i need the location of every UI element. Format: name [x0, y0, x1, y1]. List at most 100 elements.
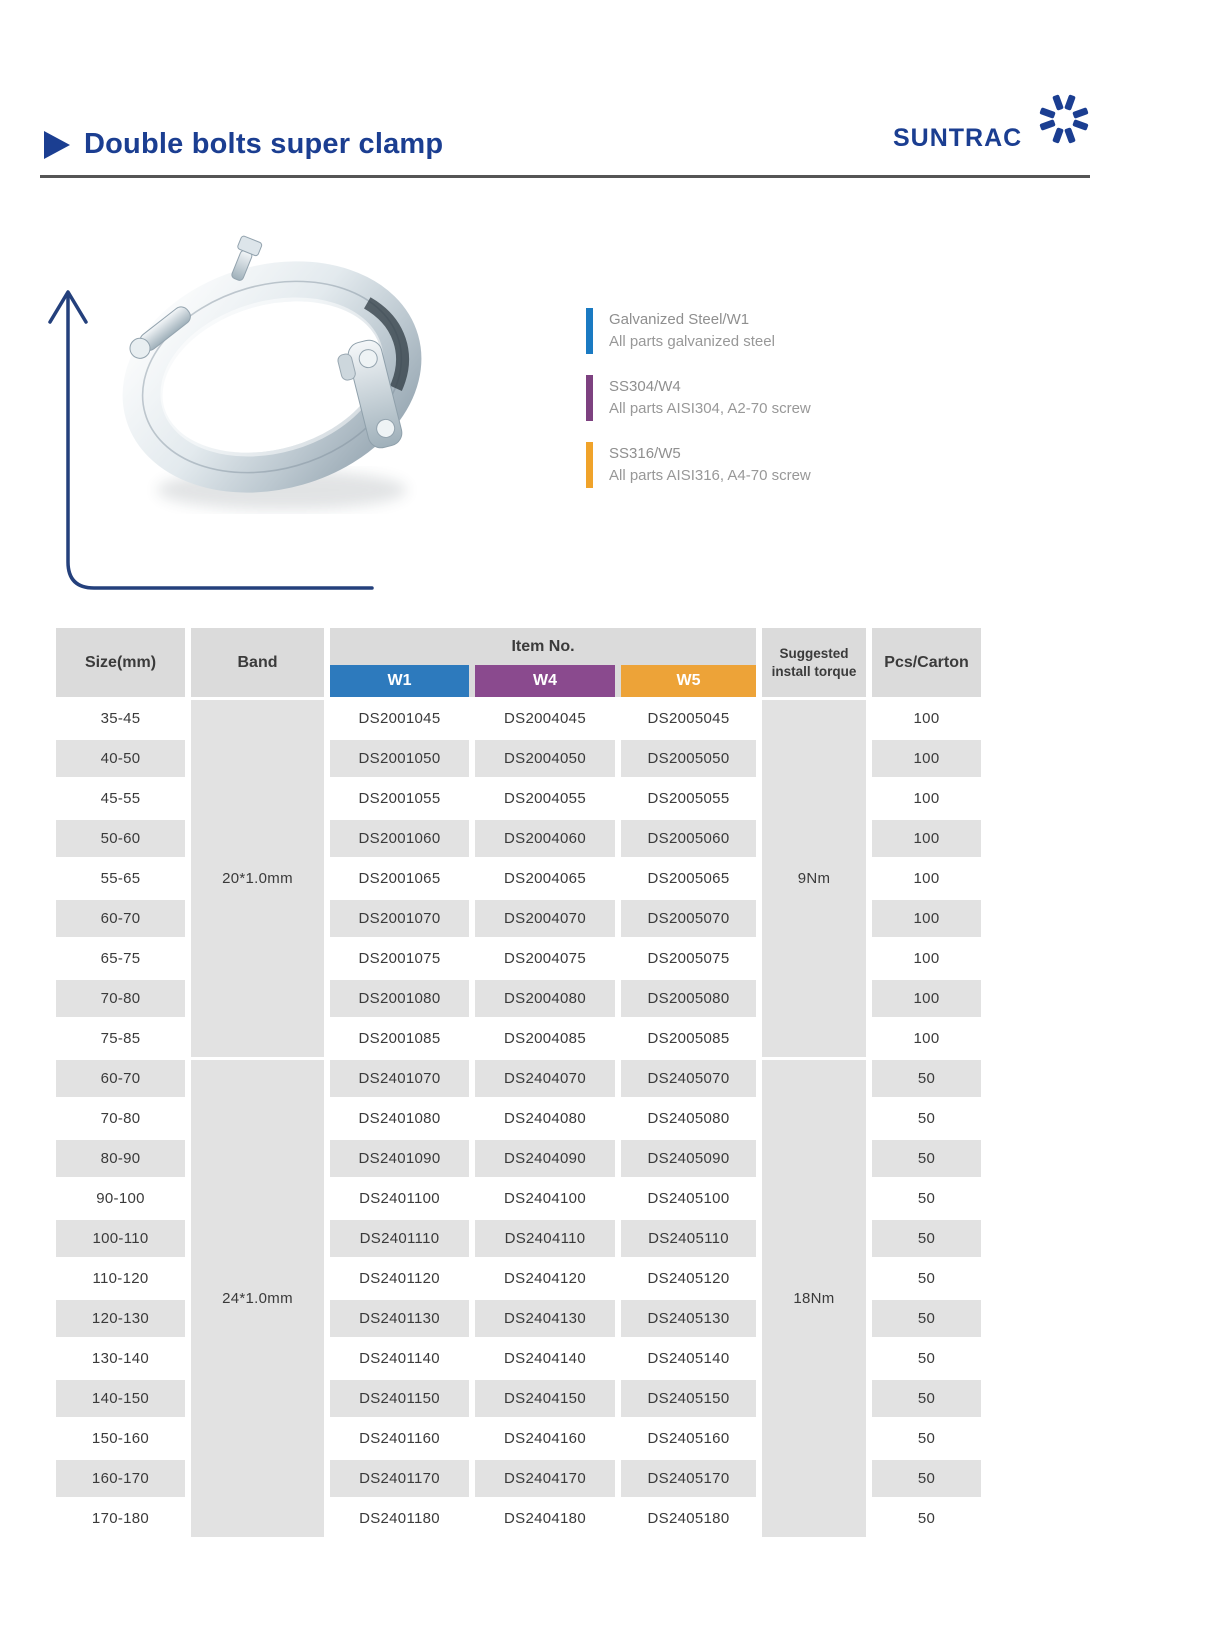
legend-desc: All parts galvanized steel: [609, 333, 775, 350]
size-cell: 60-70: [56, 1060, 185, 1097]
item-no-w1-cell: DS2401140: [330, 1340, 469, 1377]
item-no-w4-cell: DS2404100: [475, 1180, 615, 1217]
pcs-carton-cell: 50: [872, 1460, 981, 1497]
pcs-carton-cell: 100: [872, 940, 981, 977]
size-cell: 140-150: [56, 1380, 185, 1417]
pcs-carton-cell: 50: [872, 1380, 981, 1417]
item-no-w1-cell: DS2001055: [330, 780, 469, 817]
pcs-carton-cell: 100: [872, 820, 981, 857]
item-no-w1-cell: DS2001070: [330, 900, 469, 937]
pcs-carton-cell: 100: [872, 1020, 981, 1057]
item-no-w4-cell: DS2004080: [475, 980, 615, 1017]
item-no-w1-cell: DS2401130: [330, 1300, 469, 1337]
item-no-w1-cell: DS2401110: [330, 1220, 469, 1257]
item-no-w5-cell: DS2405120: [621, 1260, 756, 1297]
size-cell: 90-100: [56, 1180, 185, 1217]
size-cell: 55-65: [56, 860, 185, 897]
brand-logo: SUNTRAC: [893, 92, 1093, 162]
item-no-w4-cell: DS2004075: [475, 940, 615, 977]
item-no-w5-cell: DS2005075: [621, 940, 756, 977]
col-header-w5: W5: [621, 665, 756, 697]
item-no-w5-cell: DS2005085: [621, 1020, 756, 1057]
pcs-carton-cell: 50: [872, 1060, 981, 1097]
triangle-bullet-icon: [44, 130, 70, 159]
item-no-w5-cell: DS2405090: [621, 1140, 756, 1177]
item-no-w1-cell: DS2401120: [330, 1260, 469, 1297]
legend-code: SS304/W4: [609, 378, 681, 395]
col-header-item-no-group: Item No. W1 W4 W5: [330, 628, 756, 697]
col-header-torque: Suggested install torque: [762, 628, 866, 697]
item-no-w5-cell: DS2405140: [621, 1340, 756, 1377]
item-no-w4-cell: DS2004055: [475, 780, 615, 817]
legend-item-w4: SS304/W4 All parts AISI304, A2-70 screw: [586, 375, 811, 421]
item-no-w5-cell: DS2005055: [621, 780, 756, 817]
item-no-w5-cell: DS2005080: [621, 980, 756, 1017]
item-no-w1-cell: DS2001080: [330, 980, 469, 1017]
size-cell: 75-85: [56, 1020, 185, 1057]
w-header-strip: W1 W4 W5: [330, 665, 756, 697]
size-cell: 65-75: [56, 940, 185, 977]
item-no-w4-cell: DS2404170: [475, 1460, 615, 1497]
brand-logo-text: SUNTRAC: [893, 124, 1023, 152]
size-cell: 50-60: [56, 820, 185, 857]
col-header-item-no: Item No.: [511, 637, 575, 655]
item-no-w5-cell: DS2405180: [621, 1500, 756, 1537]
pcs-carton-cell: 50: [872, 1300, 981, 1337]
starburst-logo-icon: [1039, 94, 1089, 144]
col-header-pcs: Pcs/Carton: [872, 628, 981, 697]
size-cell: 45-55: [56, 780, 185, 817]
size-arrow-icon: [48, 290, 374, 590]
pcs-carton-cell: 100: [872, 700, 981, 737]
pcs-carton-cell: 100: [872, 780, 981, 817]
pcs-carton-cell: 50: [872, 1340, 981, 1377]
item-no-w1-cell: DS2401090: [330, 1140, 469, 1177]
item-no-w5-cell: DS2005045: [621, 700, 756, 737]
table-body: 35-45 DS2001045 DS2004045 DS2005045 100 40-50…: [56, 700, 981, 1537]
col-header-band: Band: [191, 628, 324, 697]
size-cell: 35-45: [56, 700, 185, 737]
pcs-carton-cell: 100: [872, 900, 981, 937]
item-no-w4-cell: DS2404080: [475, 1100, 615, 1137]
item-no-w1-cell: DS2401150: [330, 1380, 469, 1417]
size-cell: 60-70: [56, 900, 185, 937]
col-header-size: Size(mm): [56, 628, 185, 697]
item-no-w4-cell: DS2404180: [475, 1500, 615, 1537]
legend-color-bar-w5: [586, 442, 593, 488]
item-no-w1-cell: DS2001060: [330, 820, 469, 857]
item-no-w5-cell: DS2005060: [621, 820, 756, 857]
item-no-w5-cell: DS2405070: [621, 1060, 756, 1097]
item-no-w5-cell: DS2005050: [621, 740, 756, 777]
item-no-w5-cell: DS2405130: [621, 1300, 756, 1337]
legend-desc: All parts AISI316, A4-70 screw: [609, 467, 811, 484]
item-no-w5-cell: DS2405150: [621, 1380, 756, 1417]
size-cell: 150-160: [56, 1420, 185, 1457]
legend-color-bar-w4: [586, 375, 593, 421]
size-cell: 80-90: [56, 1140, 185, 1177]
item-no-w4-cell: DS2404070: [475, 1060, 615, 1097]
item-no-w1-cell: DS2401160: [330, 1420, 469, 1457]
size-cell: 130-140: [56, 1340, 185, 1377]
page-header: Double bolts super clamp: [44, 128, 443, 161]
item-no-w1-cell: DS2001045: [330, 700, 469, 737]
size-cell: 170-180: [56, 1500, 185, 1537]
legend-color-bar-w1: [586, 308, 593, 354]
item-no-w1-cell: DS2401080: [330, 1100, 469, 1137]
legend-item-w1: Galvanized Steel/W1 All parts galvanized…: [586, 308, 811, 354]
item-no-w4-cell: DS2404130: [475, 1300, 615, 1337]
item-no-w4-cell: DS2404150: [475, 1380, 615, 1417]
pcs-carton-cell: 100: [872, 860, 981, 897]
size-cell: 70-80: [56, 980, 185, 1017]
item-no-w4-cell: DS2004085: [475, 1020, 615, 1057]
item-no-w4-cell: DS2404160: [475, 1420, 615, 1457]
item-no-w5-cell: DS2005070: [621, 900, 756, 937]
pcs-carton-cell: 50: [872, 1180, 981, 1217]
item-no-w5-cell: DS2405100: [621, 1180, 756, 1217]
band-merged-cell-group1: 20*1.0mm: [191, 700, 324, 1057]
item-no-w5-cell: DS2405080: [621, 1100, 756, 1137]
item-no-w1-cell: DS2401070: [330, 1060, 469, 1097]
band-merged-cell-group2: 24*1.0mm: [191, 1060, 324, 1537]
item-no-w1-cell: DS2001065: [330, 860, 469, 897]
pcs-carton-cell: 100: [872, 980, 981, 1017]
item-no-w4-cell: DS2004045: [475, 700, 615, 737]
